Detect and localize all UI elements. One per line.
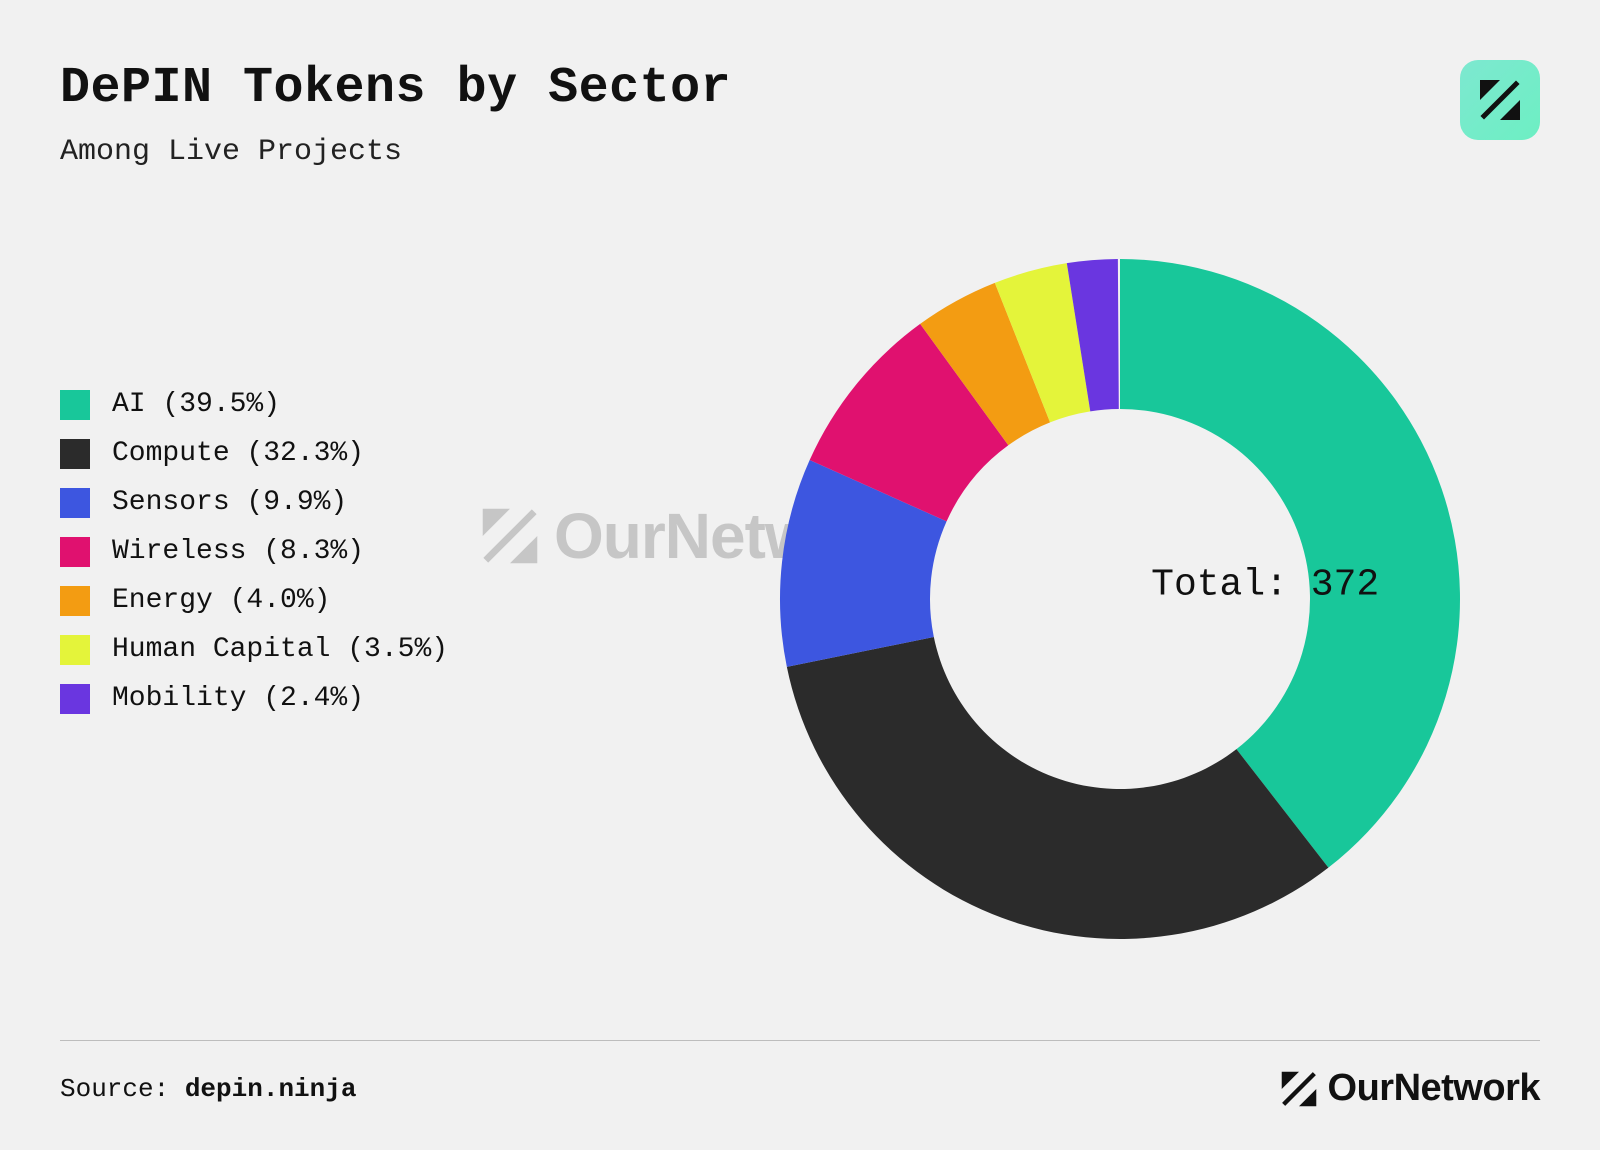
legend-swatch	[60, 586, 90, 616]
legend-swatch	[60, 390, 90, 420]
source-line: Source: depin.ninja	[60, 1074, 356, 1104]
legend-item: Sensors (9.9%)	[60, 487, 448, 518]
brand-badge-icon	[1478, 78, 1522, 122]
legend-label: Wireless (8.3%)	[112, 536, 364, 567]
legend-item: Energy (4.0%)	[60, 585, 448, 616]
donut-slice	[787, 637, 1329, 939]
footer-brand: OurNetwork	[1280, 1067, 1540, 1110]
chart-subtitle: Among Live Projects	[60, 135, 1540, 169]
chart-content: OurNetwork AI (39.5%)Compute (32.3%)Sens…	[60, 239, 1540, 999]
legend-swatch	[60, 635, 90, 665]
footer-brand-text: OurNetwork	[1328, 1067, 1540, 1110]
legend-swatch	[60, 439, 90, 469]
watermark-icon	[480, 506, 540, 566]
source-value: depin.ninja	[185, 1074, 357, 1104]
center-total-label: Total: 372	[1151, 563, 1379, 606]
header: DePIN Tokens by Sector Among Live Projec…	[60, 60, 1540, 169]
source-prefix: Source:	[60, 1074, 185, 1104]
legend-item: Human Capital (3.5%)	[60, 634, 448, 665]
footer-divider	[60, 1040, 1540, 1041]
legend-label: Compute (32.3%)	[112, 438, 364, 469]
footer-row: Source: depin.ninja OurNetwork	[60, 1067, 1540, 1110]
legend-item: AI (39.5%)	[60, 389, 448, 420]
legend-label: Human Capital (3.5%)	[112, 634, 448, 665]
legend-swatch	[60, 488, 90, 518]
footer-brand-icon	[1280, 1070, 1318, 1108]
brand-badge	[1460, 60, 1540, 140]
footer: Source: depin.ninja OurNetwork	[60, 1040, 1540, 1110]
center-total-prefix: Total:	[1151, 563, 1311, 606]
legend-swatch	[60, 537, 90, 567]
legend-label: AI (39.5%)	[112, 389, 280, 420]
legend-label: Mobility (2.4%)	[112, 683, 364, 714]
legend-swatch	[60, 684, 90, 714]
chart-card: DePIN Tokens by Sector Among Live Projec…	[0, 0, 1600, 1150]
legend-label: Sensors (9.9%)	[112, 487, 347, 518]
center-total-value: 372	[1311, 563, 1379, 606]
donut-chart: Total: 372	[760, 239, 1480, 959]
legend: AI (39.5%) Compute (32.3%) Sensors (9.9%) W…	[60, 389, 448, 714]
chart-title: DePIN Tokens by Sector	[60, 60, 1540, 117]
legend-item: Mobility (2.4%)	[60, 683, 448, 714]
legend-item: Wireless (8.3%)	[60, 536, 448, 567]
legend-label: Energy (4.0%)	[112, 585, 330, 616]
legend-item: Compute (32.3%)	[60, 438, 448, 469]
